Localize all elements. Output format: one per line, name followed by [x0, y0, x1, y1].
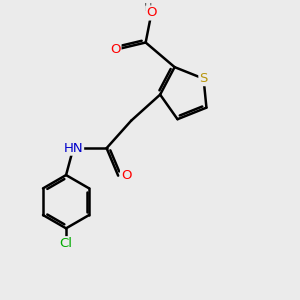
Text: Cl: Cl — [60, 237, 73, 250]
Text: S: S — [200, 72, 208, 85]
Text: H: H — [144, 3, 153, 13]
Text: O: O — [110, 43, 121, 56]
Text: HN: HN — [64, 142, 83, 155]
Text: O: O — [121, 169, 131, 182]
Text: O: O — [146, 7, 157, 20]
